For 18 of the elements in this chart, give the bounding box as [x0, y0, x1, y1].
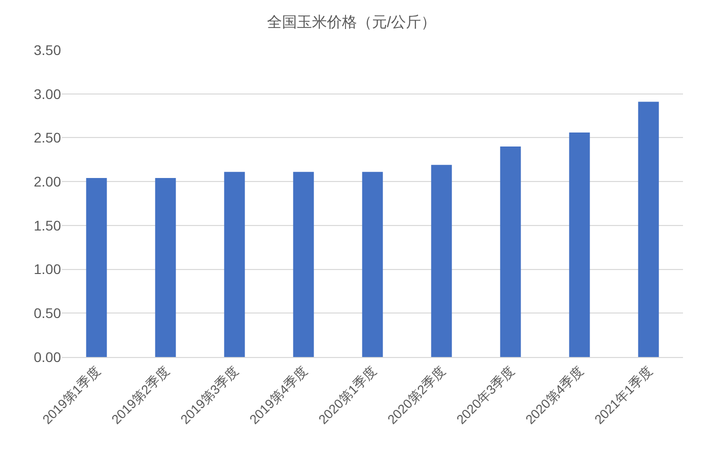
y-tick-label: 3.00 — [34, 86, 62, 102]
bar — [155, 178, 176, 357]
bar — [86, 178, 107, 357]
y-tick-label: 2.00 — [34, 173, 62, 190]
chart-title: 全国玉米价格（元/公斤） — [266, 14, 436, 31]
y-tick-label: 0.50 — [34, 305, 62, 322]
bar — [224, 172, 245, 357]
y-tick-label: 1.00 — [34, 261, 62, 278]
y-tick-label: 3.50 — [34, 42, 62, 58]
bar — [431, 164, 452, 357]
bar — [362, 172, 383, 357]
y-tick-label: 0.00 — [34, 348, 62, 365]
bar — [569, 132, 590, 357]
y-tick-label: 1.50 — [34, 217, 62, 234]
bar — [638, 102, 659, 357]
bar — [293, 172, 314, 357]
bar — [500, 146, 521, 357]
y-tick-label: 2.50 — [34, 130, 62, 146]
